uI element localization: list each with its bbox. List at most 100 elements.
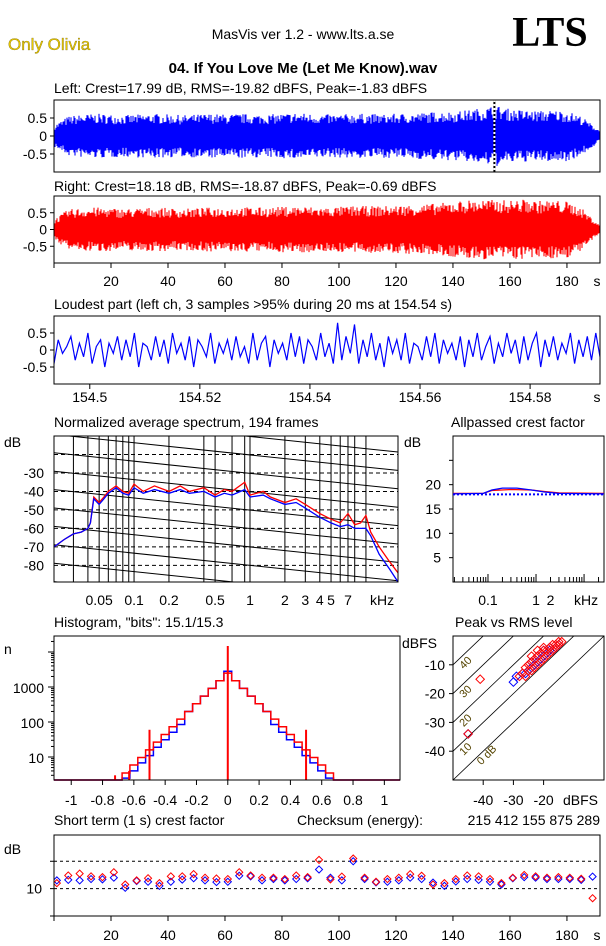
peak-rms-point-right xyxy=(544,648,555,659)
crest-title: Short term (1 s) crest factor xyxy=(54,812,225,828)
peak-rms-point-right xyxy=(514,671,525,682)
allpass-xtick-label: 2 xyxy=(547,592,555,608)
crest-point-right xyxy=(54,878,62,888)
left-waveform-ytick-label: -0.5 xyxy=(23,146,47,162)
waveform-xtick-label: 180 xyxy=(555,273,579,289)
crest-point-right xyxy=(303,872,312,882)
crest-xunit: s xyxy=(594,927,601,943)
crest-point-left xyxy=(314,865,324,874)
peak-rms-point-right xyxy=(517,668,528,679)
hist-clip-group xyxy=(54,646,400,781)
histogram-xtick-label: -1 xyxy=(65,792,78,808)
crest-point-left xyxy=(64,875,73,885)
peak-rms-point-right xyxy=(529,662,540,673)
crest-line-label: 30 xyxy=(457,683,474,700)
allpass-left-line xyxy=(452,487,605,495)
left-waveform-title: Left: Crest=17.99 dB, RMS=-19.82 dBFS, P… xyxy=(54,80,427,96)
checksum-value: 215 412 155 875 289 xyxy=(468,812,601,828)
crest-point-left xyxy=(98,875,107,884)
crest-point-right xyxy=(451,874,461,884)
loudest-xtick-label: 154.56 xyxy=(399,389,442,405)
peak-rms-point-left xyxy=(544,642,555,653)
peak-rms-point-left xyxy=(541,648,552,659)
peak-rms-point-right xyxy=(541,645,552,656)
peak-rms-point-left xyxy=(538,651,549,662)
peak-rms-xtick-label: -20 xyxy=(533,792,553,808)
crest-line xyxy=(453,636,604,780)
crest-xtick-label: 120 xyxy=(384,927,408,943)
waveform-xtick-label: 120 xyxy=(384,273,408,289)
allpass-ytick-label: 20 xyxy=(425,477,441,493)
spec-clip-group xyxy=(54,324,398,582)
peak-rms-point-right xyxy=(553,639,564,650)
crest-point-right xyxy=(177,872,187,881)
spectrum-slope-line xyxy=(64,436,398,471)
peak-rms-point-right xyxy=(526,656,537,667)
peak-rms-xtick-label: -30 xyxy=(503,792,523,808)
crest-point-right xyxy=(314,855,324,865)
right-waveform-ytick-label: -0.5 xyxy=(23,238,47,254)
crest-point-left xyxy=(440,881,449,891)
crest-point-right xyxy=(75,869,84,878)
crest-point-left xyxy=(348,857,358,866)
peak-rms-point-right xyxy=(475,674,486,685)
crest-point-left xyxy=(155,881,164,891)
spectrum-slope-line xyxy=(54,324,398,360)
crest-point-right xyxy=(337,872,347,881)
histogram-xtick-label: 0.6 xyxy=(312,792,332,808)
histogram-xtick-label: 0.2 xyxy=(249,792,269,808)
spectrum-left-line xyxy=(54,486,398,582)
spectrum-right-line xyxy=(54,481,398,574)
crest-point-right xyxy=(565,873,575,882)
peak-rms-point-right xyxy=(538,642,549,653)
loudest-ytick-label: -0.5 xyxy=(23,359,47,375)
spectrum-slope-line xyxy=(54,525,398,563)
crest-point-right xyxy=(109,867,119,877)
crest-point-right xyxy=(86,872,96,881)
waveform-xtick-label: 60 xyxy=(217,273,233,289)
peak-rms-point-right xyxy=(523,665,534,676)
crest-point-left xyxy=(394,876,404,885)
crest-point-left xyxy=(246,872,255,881)
crest-point-right xyxy=(269,873,278,882)
left-waveform-clip-group xyxy=(54,100,600,172)
peak-rms-point-right xyxy=(532,645,543,656)
waveform-xtick-label: 80 xyxy=(274,273,290,289)
crest-clip-group xyxy=(54,854,600,903)
peak-rms-point-right xyxy=(532,651,543,662)
peak-rms-point-left xyxy=(517,668,528,679)
allpass-xtick-label: 0.1 xyxy=(478,592,498,608)
crest-point-left xyxy=(223,877,233,887)
lts-logo: LTS xyxy=(512,10,588,56)
waveform-xtick-label: 100 xyxy=(327,273,351,289)
crest-point-right xyxy=(485,874,495,884)
waveform-xtick-label: 140 xyxy=(441,273,465,289)
allpass-xunit: kHz xyxy=(574,592,598,608)
peak-rms-point-left xyxy=(532,656,543,667)
peak-rms-point-right xyxy=(520,662,531,673)
histogram-xtick-label: 1 xyxy=(380,792,388,808)
histogram-xtick-label: 0.8 xyxy=(343,792,363,808)
crest-point-right xyxy=(542,873,552,882)
peak-rms-point-left xyxy=(535,654,546,664)
peak-rms-point-right xyxy=(526,651,537,662)
peak-rms-point-right xyxy=(463,728,474,739)
allpass-title: Allpassed crest factor xyxy=(451,414,585,430)
crest-point-right xyxy=(132,876,141,885)
crest-point-right xyxy=(394,873,404,882)
crest-point-left xyxy=(542,874,552,884)
right-waveform-ytick-label: 0 xyxy=(39,222,47,238)
spectrum-xtick-label: 5 xyxy=(327,592,335,608)
left-waveform-ytick-label: 0.5 xyxy=(28,110,48,126)
crest-point-right xyxy=(428,880,438,889)
crest-point-right xyxy=(588,893,597,903)
peak-rms-point-left xyxy=(529,659,540,670)
spectrum-xtick-label: 3 xyxy=(301,592,309,608)
peak-rms-point-left xyxy=(544,645,555,656)
spectrum-slope-line xyxy=(54,562,239,582)
spectrum-ytick-label: -50 xyxy=(24,502,44,518)
loudest-xtick-label: 154.5 xyxy=(72,389,107,405)
checksum-label: Checksum (energy): xyxy=(297,812,423,828)
peak-rms-point-left xyxy=(520,668,531,679)
